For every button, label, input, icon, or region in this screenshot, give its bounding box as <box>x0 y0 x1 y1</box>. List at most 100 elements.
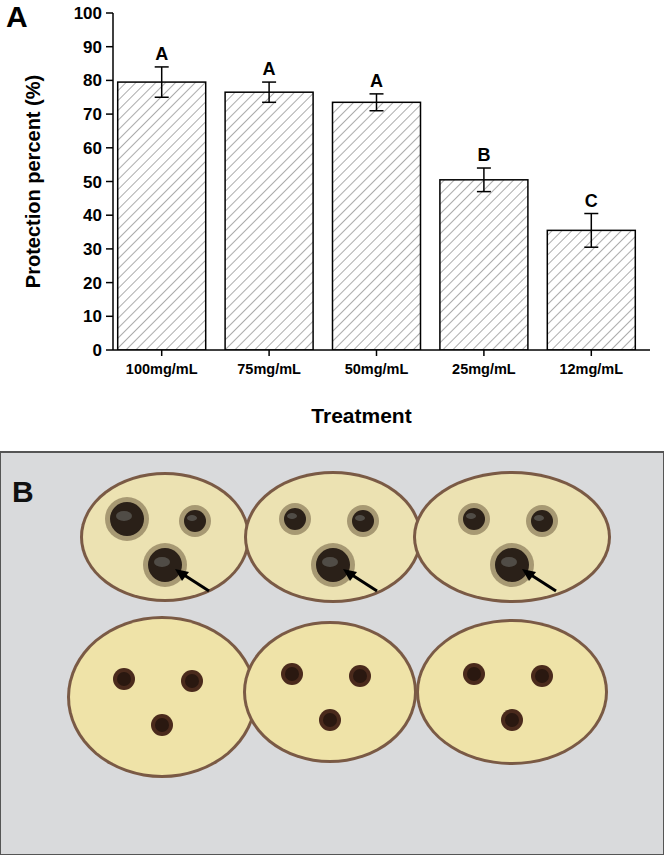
y-axis <box>112 13 114 350</box>
y-tick-label: 50 <box>83 173 102 192</box>
hole <box>463 663 485 685</box>
significance-letter: A <box>370 71 383 91</box>
x-tick <box>161 350 163 356</box>
potato-skin <box>244 471 422 603</box>
hole-inner <box>535 669 549 683</box>
x-tick-label: 100mg/mL <box>126 361 198 377</box>
y-tick <box>106 214 113 216</box>
hole-inner <box>353 669 367 683</box>
lesion <box>347 505 379 537</box>
hole <box>352 510 374 532</box>
y-tick-label: 40 <box>83 206 102 225</box>
error-cap <box>477 191 491 193</box>
x-tick-label: 50mg/mL <box>345 361 409 377</box>
y-axis-label: Protection percent (%) <box>22 75 44 288</box>
hole-shine <box>187 515 197 521</box>
x-tick <box>268 350 270 356</box>
potato-flesh <box>416 474 608 600</box>
hole <box>463 508 485 530</box>
hole-shine <box>287 513 297 519</box>
hole-shine <box>501 557 517 567</box>
photo <box>0 452 664 855</box>
arrow-head <box>522 569 536 581</box>
y-tick <box>106 80 113 82</box>
potato-skin <box>67 616 257 778</box>
error-cap <box>584 246 598 248</box>
lesion <box>179 505 211 537</box>
hole-inner <box>467 667 481 681</box>
hole <box>148 548 182 582</box>
hole <box>151 714 173 736</box>
hole-shine <box>466 513 476 519</box>
hole-inner <box>505 713 519 727</box>
panel-label: B <box>12 475 34 508</box>
x-tick <box>376 350 378 356</box>
lesion <box>105 497 149 541</box>
y-tick <box>106 46 113 48</box>
error-cap <box>370 93 384 95</box>
figure: A0102030405060708090100AAABC100mg/mL75mg… <box>0 0 664 855</box>
error-stem <box>483 168 485 192</box>
hole-shine <box>534 515 544 521</box>
error-bar <box>584 214 598 248</box>
arrow-head <box>175 569 189 581</box>
potato <box>243 621 417 763</box>
lesion <box>458 503 490 535</box>
potato-flesh <box>246 624 414 760</box>
error-cap <box>155 66 169 68</box>
bar <box>547 230 635 350</box>
panel-label: A <box>6 0 28 33</box>
potato-skin <box>413 471 611 603</box>
potato <box>80 472 250 602</box>
y-tick-label: 30 <box>83 240 102 259</box>
y-tick-label: 70 <box>83 105 102 124</box>
arrow-head <box>343 569 357 581</box>
hole <box>319 709 341 731</box>
lesion <box>490 543 534 587</box>
hole <box>531 665 553 687</box>
potato-flesh <box>70 619 254 775</box>
error-bar <box>262 82 276 102</box>
bars <box>118 67 636 350</box>
significance-letter: B <box>477 145 490 165</box>
x-tick <box>483 350 485 356</box>
potato-flesh <box>83 475 247 599</box>
y-tick <box>106 248 113 250</box>
hole-inner <box>185 674 199 688</box>
hole-shine <box>154 557 170 567</box>
potato-flesh <box>419 622 605 762</box>
y-tick-label: 80 <box>83 71 102 90</box>
hole <box>316 548 350 582</box>
x-axis-label: Treatment <box>311 404 411 427</box>
error-cap <box>370 110 384 112</box>
hole <box>181 670 203 692</box>
hole <box>284 508 306 530</box>
error-bar <box>477 168 491 192</box>
significance-letter: A <box>155 44 168 64</box>
potato-skin <box>416 619 608 765</box>
bar <box>118 82 206 350</box>
y-tick <box>106 147 113 149</box>
error-stem <box>268 82 270 102</box>
y-tick-label: 0 <box>93 341 102 360</box>
y-tick-label: 20 <box>83 274 102 293</box>
potato <box>413 471 611 603</box>
lesion <box>311 543 355 587</box>
hole-shine <box>116 511 132 521</box>
lesion <box>143 543 187 587</box>
y-tick-label: 10 <box>83 307 102 326</box>
bar <box>440 180 528 350</box>
potato-skin <box>243 621 417 763</box>
error-stem <box>591 214 593 248</box>
hole <box>110 502 144 536</box>
hole-inner <box>285 667 299 681</box>
y-tick <box>106 113 113 115</box>
y-tick-label: 100 <box>74 4 102 23</box>
potato <box>416 619 608 765</box>
potato <box>244 471 422 603</box>
bar <box>225 92 313 350</box>
hole-inner <box>117 672 131 686</box>
y-tick <box>106 282 113 284</box>
hole <box>113 668 135 690</box>
hole-inner <box>323 713 337 727</box>
